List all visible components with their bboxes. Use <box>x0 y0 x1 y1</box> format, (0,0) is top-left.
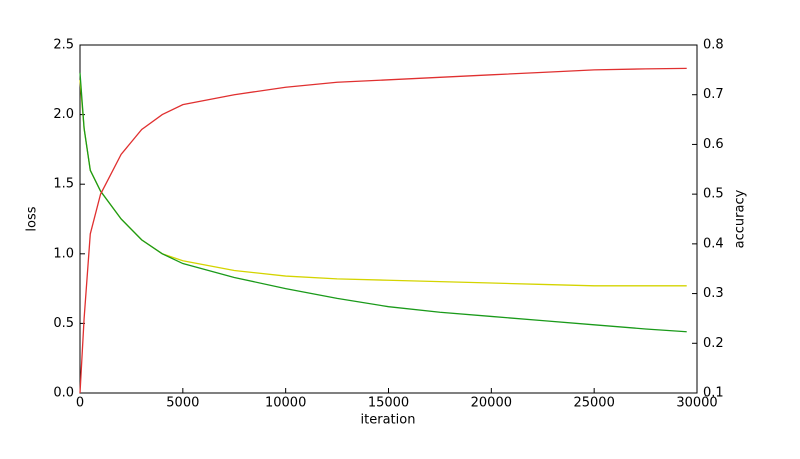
y2-axis-label: accuracy <box>733 189 748 248</box>
y2-tick-label: 0.8 <box>703 38 724 53</box>
y2-tick-label: 0.2 <box>703 336 724 351</box>
x-tick-label: 30000 <box>676 396 717 411</box>
y2-tick-label: 0.7 <box>703 87 724 102</box>
x-tick-label: 15000 <box>368 396 409 411</box>
y2-tick-label: 0.4 <box>703 236 724 251</box>
y2-tick-label: 0.3 <box>703 286 724 301</box>
y-axis-label: loss <box>25 206 40 231</box>
y-tick-label: 1.5 <box>53 177 74 192</box>
y-tick-label: 2.5 <box>53 38 74 53</box>
plot-frame <box>79 44 698 394</box>
series-line <box>79 72 687 333</box>
y2-tick-label: 0.6 <box>703 137 724 152</box>
x-tick-label: 5000 <box>166 396 199 411</box>
y-tick-label: 0.0 <box>53 386 74 401</box>
y-tick-label: 1.0 <box>53 246 74 261</box>
y-tick-label: 0.5 <box>53 316 74 331</box>
x-tick-label: 20000 <box>471 396 512 411</box>
y-tick-label: 2.0 <box>53 107 74 122</box>
x-tick-label: 0 <box>76 396 84 411</box>
y2-tick-label: 0.5 <box>703 187 724 202</box>
x-tick-label: 25000 <box>573 396 614 411</box>
x-tick-label: 10000 <box>265 396 306 411</box>
series-line <box>79 67 687 394</box>
y2-tick-label: 0.1 <box>703 386 724 401</box>
x-axis-label: iteration <box>361 413 416 428</box>
